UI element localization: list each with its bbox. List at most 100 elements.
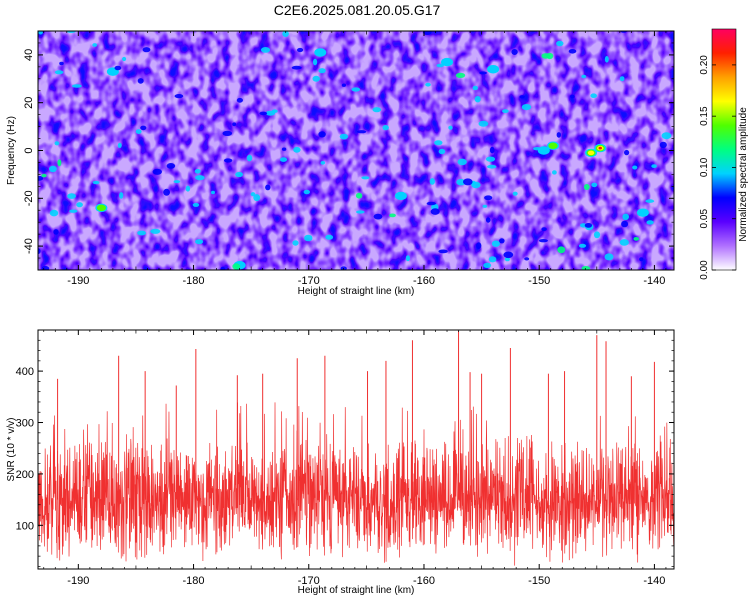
y-tick-label: 200 — [16, 469, 34, 481]
page-title: C2E6.2025.081.20.05.G17 — [273, 2, 441, 18]
heatmap-hotspots — [38, 31, 672, 270]
heatmap-speckle — [38, 248, 41, 255]
heatmap-speckle — [438, 249, 448, 254]
heatmap-speckle — [195, 239, 204, 245]
heatmap-speckle — [483, 262, 492, 268]
heatmap-speckle — [325, 234, 334, 240]
heatmap-hotspot — [394, 191, 407, 201]
heatmap-speckle — [487, 164, 497, 169]
heatmap-speckle — [163, 188, 171, 196]
heatmap-speckle — [590, 93, 597, 98]
heatmap-speckle — [150, 228, 161, 234]
heatmap-speckle — [521, 104, 532, 111]
heatmap-speckle — [166, 163, 176, 169]
heatmap-speckle — [632, 165, 638, 170]
heatmap-speckle — [281, 147, 287, 151]
heatmap-speckle — [429, 178, 435, 185]
heatmap-speckle — [312, 75, 320, 82]
heatmap-speckle — [511, 49, 518, 55]
heatmap-speckle — [578, 243, 587, 248]
heatmap-speckle — [474, 96, 481, 103]
heatmap-speckle — [292, 240, 299, 246]
heatmap-speckle — [49, 209, 59, 217]
heatmap-speckle — [341, 83, 346, 87]
heatmap-speckle — [69, 209, 78, 213]
heatmap-hotspot — [636, 208, 649, 217]
heatmap-speckle — [222, 130, 233, 136]
snr-x-axis-label: Height of straight line (km) — [298, 585, 415, 596]
heatmap-speckle — [223, 158, 233, 163]
heatmap-speckle — [621, 220, 629, 228]
heatmap-speckle — [581, 266, 591, 270]
heatmap-speckle — [422, 31, 432, 35]
heatmap-speckle — [581, 74, 587, 79]
heatmap-speckle — [472, 85, 478, 91]
heatmap-speckle — [619, 76, 625, 82]
heatmap-speckle — [232, 122, 237, 127]
heatmap-speckle — [265, 184, 271, 191]
heatmap-speckle — [59, 61, 64, 66]
heatmap-speckle — [482, 204, 488, 208]
heatmap-speckle — [246, 154, 253, 162]
heatmap-speckle — [232, 263, 241, 270]
heatmap-speckle — [552, 170, 557, 175]
heatmap-speckle — [457, 158, 467, 166]
heatmap-speckle — [426, 201, 436, 206]
heatmap-hotspot — [96, 204, 106, 212]
colorbar-tick-label: 0.10 — [699, 157, 710, 177]
heatmap-speckle — [633, 237, 640, 241]
heatmap-speckle — [478, 120, 489, 127]
heatmap-speckle — [373, 213, 383, 220]
x-tick-label: -140 — [643, 275, 665, 287]
heatmap-speckle — [484, 195, 493, 201]
heatmap-speckle — [92, 43, 98, 47]
x-tick-label: -160 — [413, 275, 435, 287]
heatmap-speckle — [41, 173, 47, 178]
heatmap-speckle — [279, 157, 288, 162]
heatmap-speckle — [185, 185, 191, 192]
heatmap-y-axis-label: Frequency (Hz) — [6, 116, 17, 185]
heatmap-speckle — [583, 184, 590, 190]
snr-y-ticks: 100 200 300 400 — [16, 329, 674, 567]
snr-peaks — [57, 331, 655, 500]
heatmap-speckle — [236, 97, 243, 103]
heatmap-speckle — [499, 238, 505, 244]
heatmap-speckle — [67, 193, 76, 199]
heatmap-hotspot — [587, 150, 595, 156]
heatmap-speckle — [604, 253, 614, 261]
heatmap-speckle — [382, 125, 389, 131]
heatmap-speckle — [622, 213, 629, 220]
heatmap-image — [38, 31, 674, 270]
heatmap-speckle — [57, 159, 62, 167]
heatmap-speckle — [122, 56, 127, 62]
heatmap-speckle — [541, 227, 547, 232]
heatmap-panel: -190 -180 -170 -160 -150 -140 -40 -20 0 20 40 Hei… — [6, 30, 675, 297]
heatmap-speckle — [557, 246, 566, 254]
heatmap-speckle — [570, 94, 575, 99]
heatmap-speckle — [114, 65, 122, 71]
heatmap-speckle — [504, 257, 510, 262]
x-tick-label: -170 — [298, 575, 320, 587]
heatmap-speckle — [117, 142, 122, 148]
x-tick-label: -170 — [298, 275, 320, 287]
heatmap-hotspot — [314, 48, 327, 57]
heatmap-speckle — [259, 111, 268, 116]
heatmap-speckle — [455, 72, 466, 78]
heatmap-speckle — [320, 161, 326, 165]
heatmap-speckle — [568, 49, 577, 54]
y-tick-label: 0 — [23, 147, 35, 153]
heatmap-speckle — [297, 47, 304, 53]
heatmap-speckle — [174, 94, 184, 99]
heatmap-speckle — [479, 71, 487, 75]
heatmap-speckle — [546, 52, 554, 60]
x-tick-label: -190 — [67, 575, 89, 587]
heatmap-speckle — [250, 192, 256, 197]
y-tick-label: -20 — [23, 190, 35, 206]
heatmap-speckle — [372, 107, 382, 113]
heatmap-speckle — [619, 239, 629, 246]
heatmap-x-ticks: -190 -180 -170 -160 -150 -140 — [43, 31, 667, 287]
y-tick-label: 40 — [23, 49, 35, 61]
heatmap-speckle — [38, 31, 43, 35]
y-tick-label: 400 — [16, 366, 34, 378]
